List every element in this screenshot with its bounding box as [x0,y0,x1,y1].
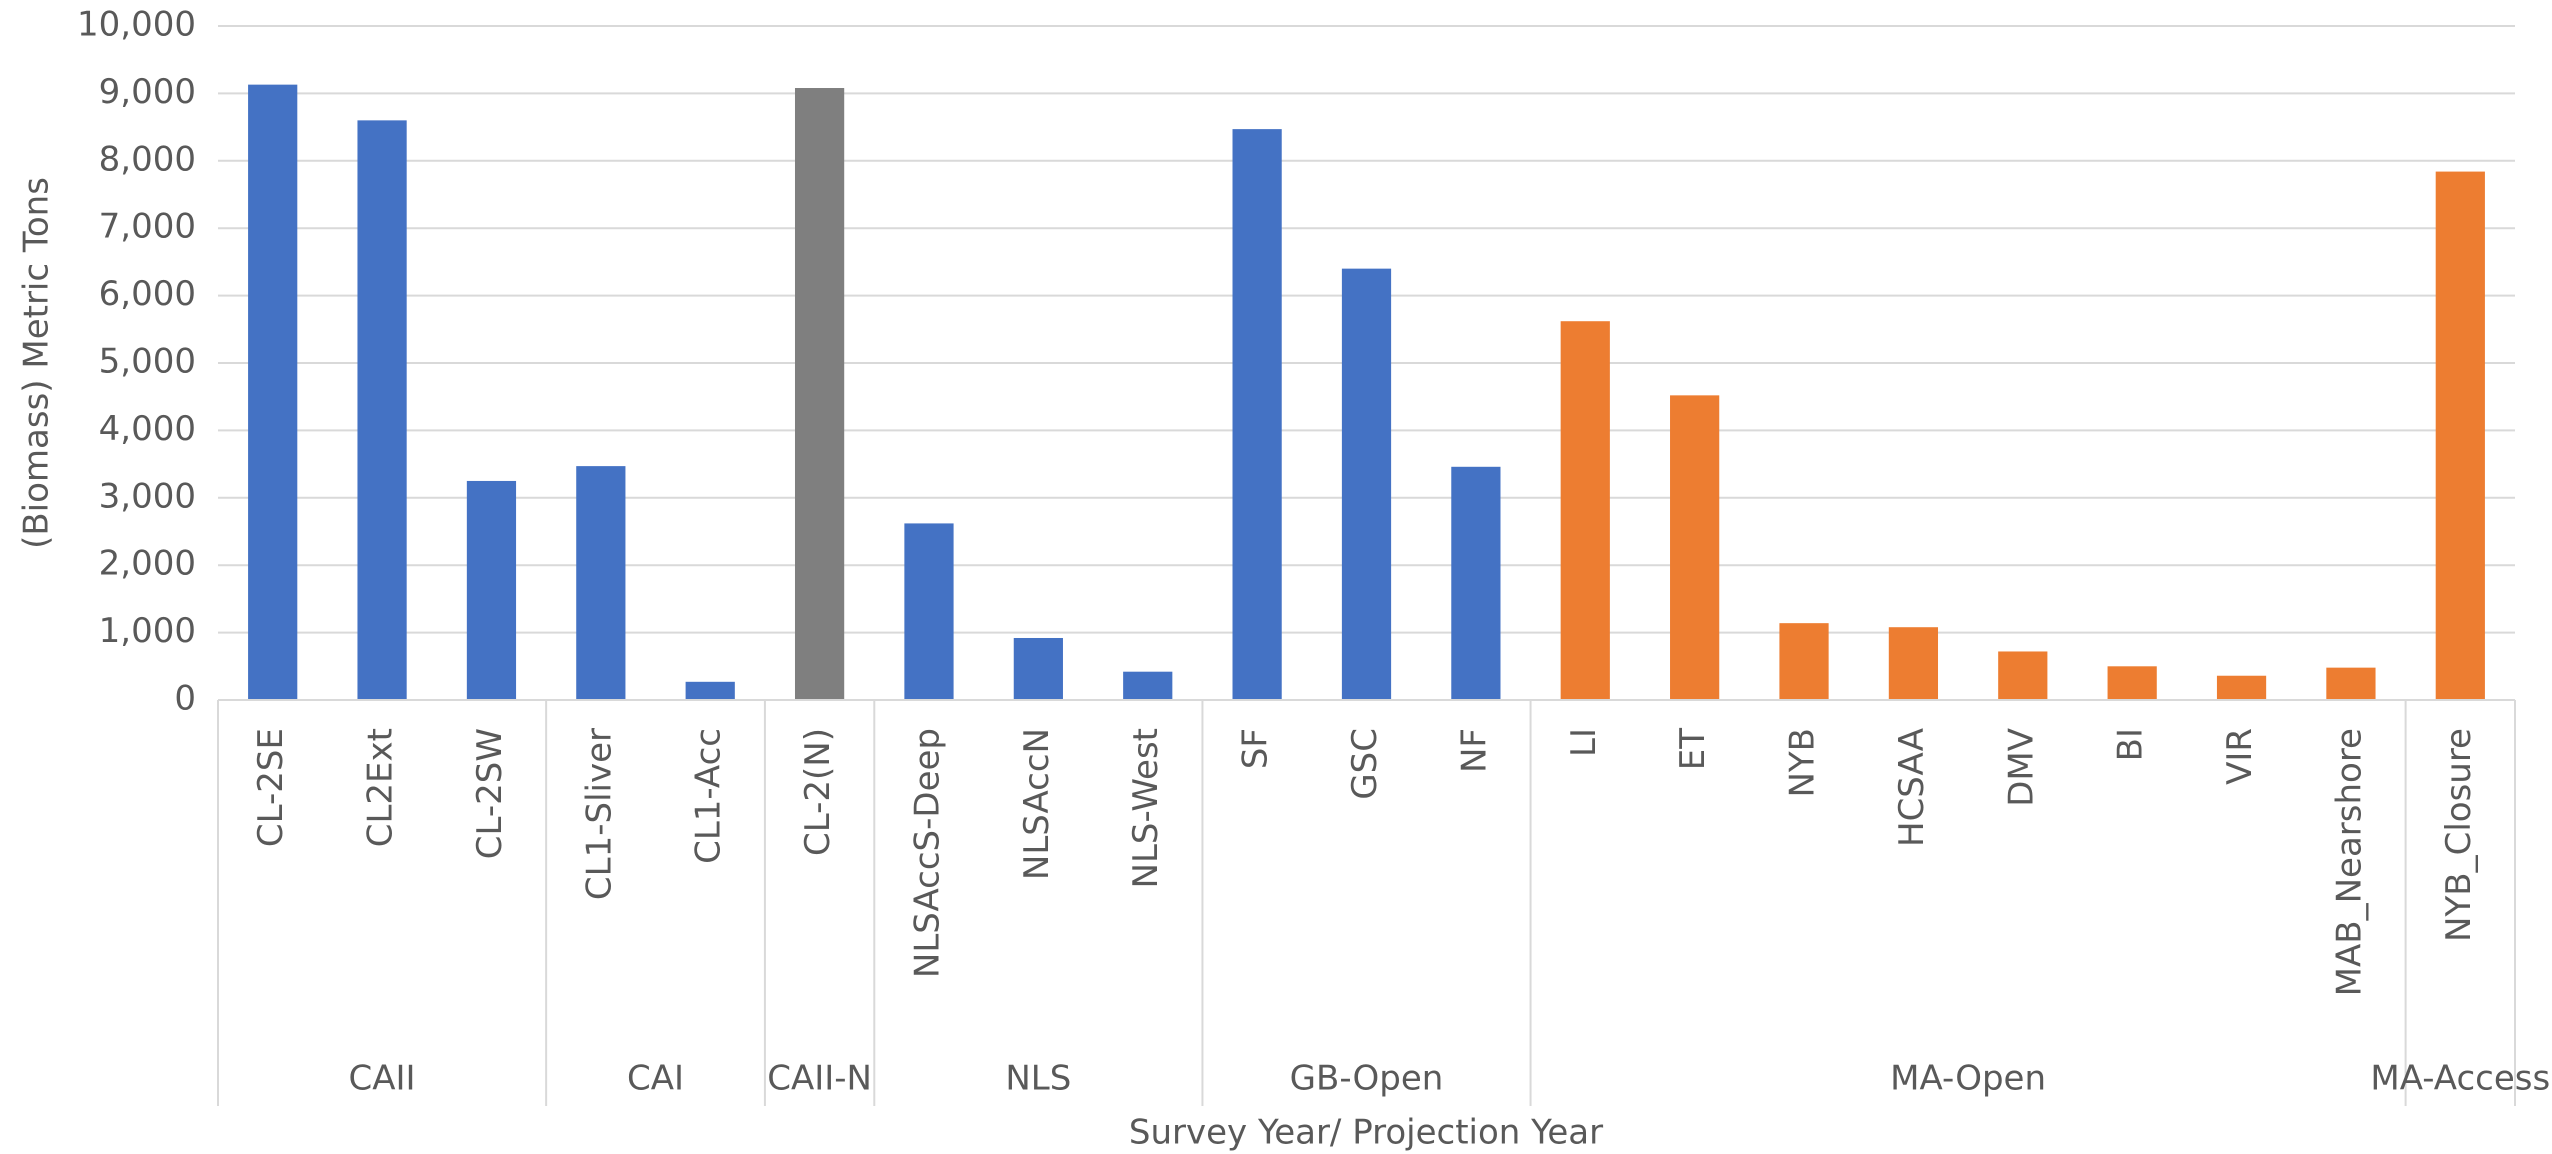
y-tick-label: 8,000 [99,139,196,179]
group-label: CAII-N [767,1059,872,1099]
bar [576,466,626,700]
bar [357,120,407,701]
y-tick-label: 5,000 [99,342,196,382]
bar [1779,623,1829,700]
x-tick-label: HCSAA [1892,728,1932,847]
x-tick-label: NLSAccS-Deep [907,728,947,978]
x-tick-label: VIR [2220,728,2260,785]
x-tick-label: BI [2111,728,2151,761]
y-tick-label: 3,000 [99,476,196,516]
x-tick-label: DMV [2001,728,2041,807]
y-tick-label: 6,000 [99,274,196,314]
x-tick-label: CL2Ext [361,728,401,847]
y-tick-label: 2,000 [99,544,196,584]
bar [466,480,517,700]
bar [1998,651,2048,700]
x-tick-label: CL-2(N) [798,728,838,856]
x-tick-label: NLS-West [1126,728,1166,888]
x-tick-label: NYB_Closure [2439,728,2479,942]
bar [685,681,735,700]
group-label: GB-Open [1290,1059,1444,1099]
y-tick-label: 9,000 [99,72,196,112]
bar [248,84,298,700]
group-label: CAI [627,1059,684,1099]
y-tick-label: 4,000 [99,409,196,449]
x-tick-label: NLSAccN [1017,728,1057,880]
bar [1123,671,1173,700]
group-label: CAII [349,1059,416,1099]
x-tick-label: CL-2SE [251,728,291,847]
x-tick-label: CL1-Sliver [579,728,619,900]
y-axis-label: (Biomass) Metric Tons [17,177,57,549]
bar [1451,466,1501,700]
bar [2107,666,2157,700]
x-tick-label: CL1-Acc [689,728,729,864]
x-tick-label: ET [1673,728,1713,770]
bar [1888,627,1939,700]
bar [1232,129,1282,700]
group-label: MA-Access [2370,1059,2550,1099]
group-label: MA-Open [1890,1059,2046,1099]
x-tick-label: SF [1236,728,1276,769]
x-tick-label: MAB_Nearshore [2329,728,2369,996]
x-axis-label: Survey Year/ Projection Year [1129,1113,1603,1153]
bar [2435,171,2485,701]
x-tick-label: CL-2SW [470,728,510,859]
y-tick-label: 7,000 [99,207,196,247]
x-tick-label: NYB [1783,728,1823,798]
bar [2326,667,2376,700]
bar [2216,675,2267,700]
bar [1341,268,1392,700]
y-tick-label: 0 [174,679,196,719]
y-tick-label: 1,000 [99,611,196,651]
bar [904,523,954,700]
bar [1670,395,1720,700]
bar [794,88,845,701]
bar [1013,637,1063,700]
x-tick-label: LI [1564,728,1604,757]
group-label: NLS [1005,1059,1071,1099]
x-tick-label: GSC [1345,728,1385,800]
bar [1560,321,1610,700]
x-tick-label: NF [1454,728,1494,773]
y-tick-label: 10,000 [77,5,196,45]
